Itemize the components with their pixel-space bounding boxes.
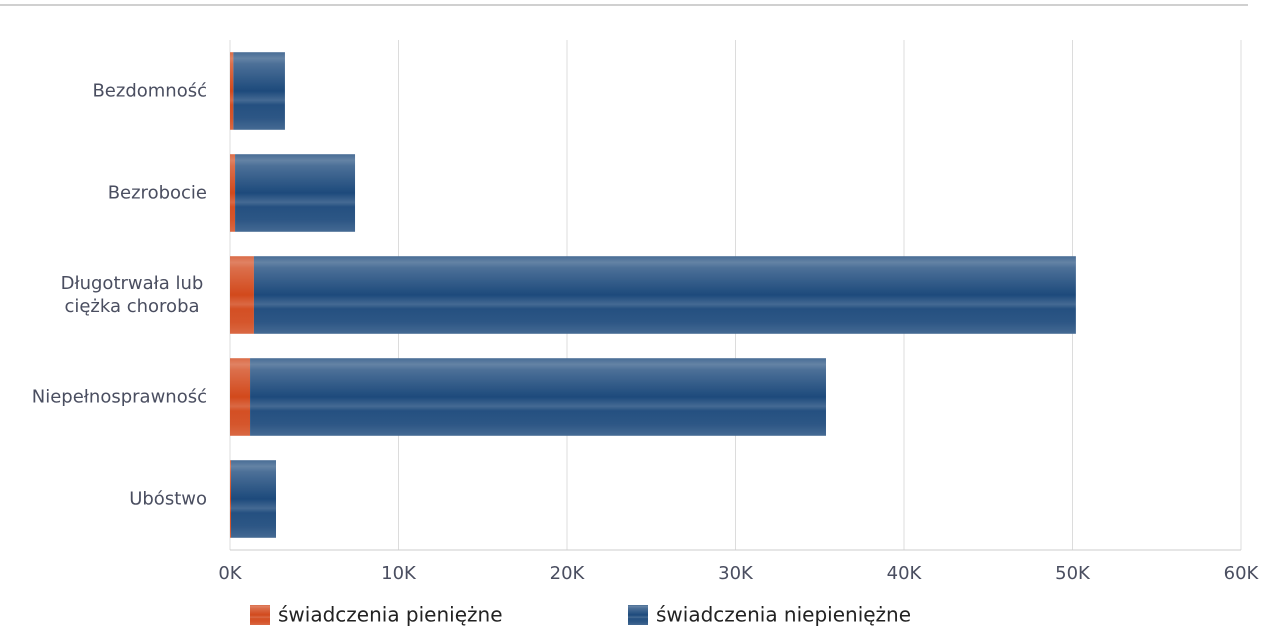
x-tick-label: 40K [887,563,923,584]
category-label: Długotrwała lub ciężka choroba [57,272,207,318]
category-label: Niepełnosprawność [32,386,207,409]
category-text: Bezdomność [92,80,207,102]
bar-shine [250,358,826,436]
legend-label: świadczenia pieniężne [278,603,503,627]
legend-swatch-shine [628,605,648,625]
x-tick-label: 30K [718,563,754,584]
bar-shine [230,52,234,130]
bar-shine [233,52,285,130]
x-tick-label: 10K [381,563,417,584]
category-text: Bezrobocie [107,182,207,204]
bar-shine [230,154,236,232]
bar-shine [231,460,277,538]
category-label: Bezdomność [92,80,207,103]
x-tick-label: 60K [1224,563,1260,584]
x-tick-label: 20K [550,563,586,584]
legend-label: świadczenia niepieniężne [656,603,911,627]
category-text: Długotrwała lub ciężka choroba [60,273,204,317]
x-tick-label: 50K [1055,563,1091,584]
legend-swatch-shine [250,605,270,625]
x-tick-label: 0K [218,563,242,584]
category-text: Niepełnosprawność [31,386,207,408]
bar-shine [230,460,232,538]
category-label: Ubóstwo [129,488,207,511]
bar-shine [230,358,251,436]
category-text: Ubóstwo [129,488,207,510]
bar-shine [235,154,356,232]
category-label: Bezrobocie [108,182,207,205]
bar-shine [253,256,1076,334]
bar-shine [230,256,254,334]
